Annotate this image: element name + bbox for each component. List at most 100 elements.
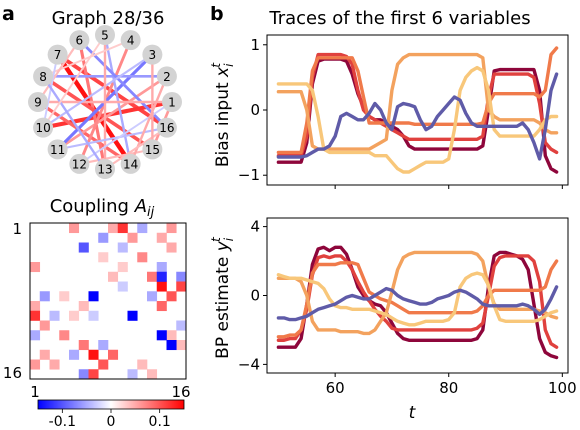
graph-edge: [103, 33, 132, 166]
graph-node-label: 15: [145, 143, 160, 157]
bias-input-plot: −1 0 1: [238, 34, 569, 189]
x-tick-label: 60: [326, 379, 345, 397]
matrix-cell: [88, 291, 99, 302]
matrix-cell: [166, 242, 177, 253]
x-tick-label: 80: [439, 379, 458, 397]
matrix-cell: [127, 232, 138, 243]
x-tick-label: 100: [548, 379, 577, 397]
matrix-cell: [156, 330, 167, 341]
matrix-cell: [137, 223, 148, 234]
trace-line: [276, 271, 559, 327]
matrix-cell: [78, 242, 89, 253]
matrix-cell: [78, 301, 89, 312]
graph-node-label: 2: [163, 70, 171, 84]
graph-node-circle: [28, 92, 48, 112]
graph-edge: [41, 75, 107, 171]
graph-edge: [42, 53, 154, 129]
graph-edge: [42, 53, 59, 129]
trace-line: [276, 285, 559, 322]
matrix-cell: [69, 223, 80, 234]
graph-node-label: 9: [34, 96, 42, 110]
matrix-cell: [147, 271, 158, 282]
graph-node-circle: [47, 44, 68, 65]
graph-node-circle: [95, 25, 115, 45]
graph-node: 4: [120, 30, 141, 51]
graph-node-label: 3: [149, 48, 157, 62]
y-tick-label: 0: [250, 101, 260, 119]
colorbar-tick-label: 0: [107, 414, 116, 430]
graph-edge: [77, 38, 107, 171]
matrix-cell: [39, 349, 50, 360]
matrix-cell: [49, 310, 60, 321]
trace-line: [276, 259, 559, 339]
matrix-cell: [88, 310, 99, 321]
matrix-cell: [49, 359, 60, 370]
matrix-cell: [78, 340, 89, 351]
graph-node: 8: [33, 66, 54, 87]
graph-node-label: 10: [35, 121, 50, 135]
matrix-cell: [78, 369, 89, 380]
matrix-cell: [176, 271, 187, 282]
matrix-cell: [156, 271, 167, 282]
graph-edge: [42, 34, 106, 129]
matrix-cell: [30, 310, 41, 321]
panel-letter-a: a: [2, 3, 15, 25]
graph-node: 13: [95, 159, 115, 179]
matrix-tick-col-last: 16: [171, 383, 190, 401]
matrix-cell: [156, 281, 167, 292]
y-tick-label: 1: [250, 36, 260, 54]
matrix-cell: [117, 281, 128, 292]
graph-node: 14: [120, 153, 141, 174]
graph-node: 7: [47, 44, 68, 65]
matrix-cell: [88, 369, 99, 380]
matrix-cell: [117, 242, 128, 253]
graph-node-label: 13: [97, 163, 112, 177]
matrix-cell: [137, 359, 148, 370]
graph-node-label: 12: [72, 157, 87, 171]
graph-node-circle: [142, 139, 163, 160]
graph-node-label: 14: [123, 157, 138, 171]
matrix-cell: [30, 330, 41, 341]
graph-node-circle: [120, 153, 141, 174]
graph-edge: [42, 39, 132, 78]
graph-node-label: 7: [54, 48, 62, 62]
matrix-cell: [59, 330, 70, 341]
graph-node-label: 16: [159, 121, 174, 135]
graph-edge: [56, 126, 168, 151]
matrix-cell: [98, 232, 109, 243]
graph-node-circle: [120, 30, 141, 51]
graph-node-circle: [47, 139, 68, 160]
matrix-cell: [69, 310, 80, 321]
graph-edge: [78, 148, 154, 165]
graph-node-circle: [69, 30, 90, 51]
matrix-cell: [30, 301, 41, 312]
graph-node-label: 11: [50, 143, 65, 157]
y-tick-label: 4: [250, 218, 260, 236]
matrix-cell: [156, 262, 167, 273]
graph-node-circle: [162, 92, 182, 112]
y-tick-label: −1: [238, 166, 260, 184]
graph-node: 3: [142, 44, 163, 65]
y-tick-label: −4: [238, 355, 260, 373]
matrix-cell: [88, 349, 99, 360]
trace-line: [276, 254, 559, 349]
graph-node-circle: [33, 117, 54, 138]
matrix-cell: [166, 340, 177, 351]
colorbar-tick-label: -0.1: [49, 414, 76, 430]
coupling-title: Coupling Aij: [50, 196, 155, 220]
matrix-cell: [117, 262, 128, 273]
matrix-cell: [69, 349, 80, 360]
matrix-cell: [176, 281, 187, 292]
graph-node: 16: [156, 117, 177, 138]
graph-node-label: 5: [101, 29, 109, 43]
matrix-tick-row-first: 1: [12, 220, 22, 238]
coupling-matrix: [30, 223, 187, 380]
matrix-cell: [39, 291, 50, 302]
traces-title: Traces of the first 6 variables: [268, 8, 530, 29]
matrix-cell: [176, 320, 187, 331]
matrix-tick-col-first: 1: [30, 383, 40, 401]
graph-node-label: 4: [127, 34, 135, 48]
bp-estimate-plot: −4 0 4 60 80 100: [238, 217, 577, 397]
bp-estimate-ylabel: BP estimate yit: [209, 236, 236, 359]
